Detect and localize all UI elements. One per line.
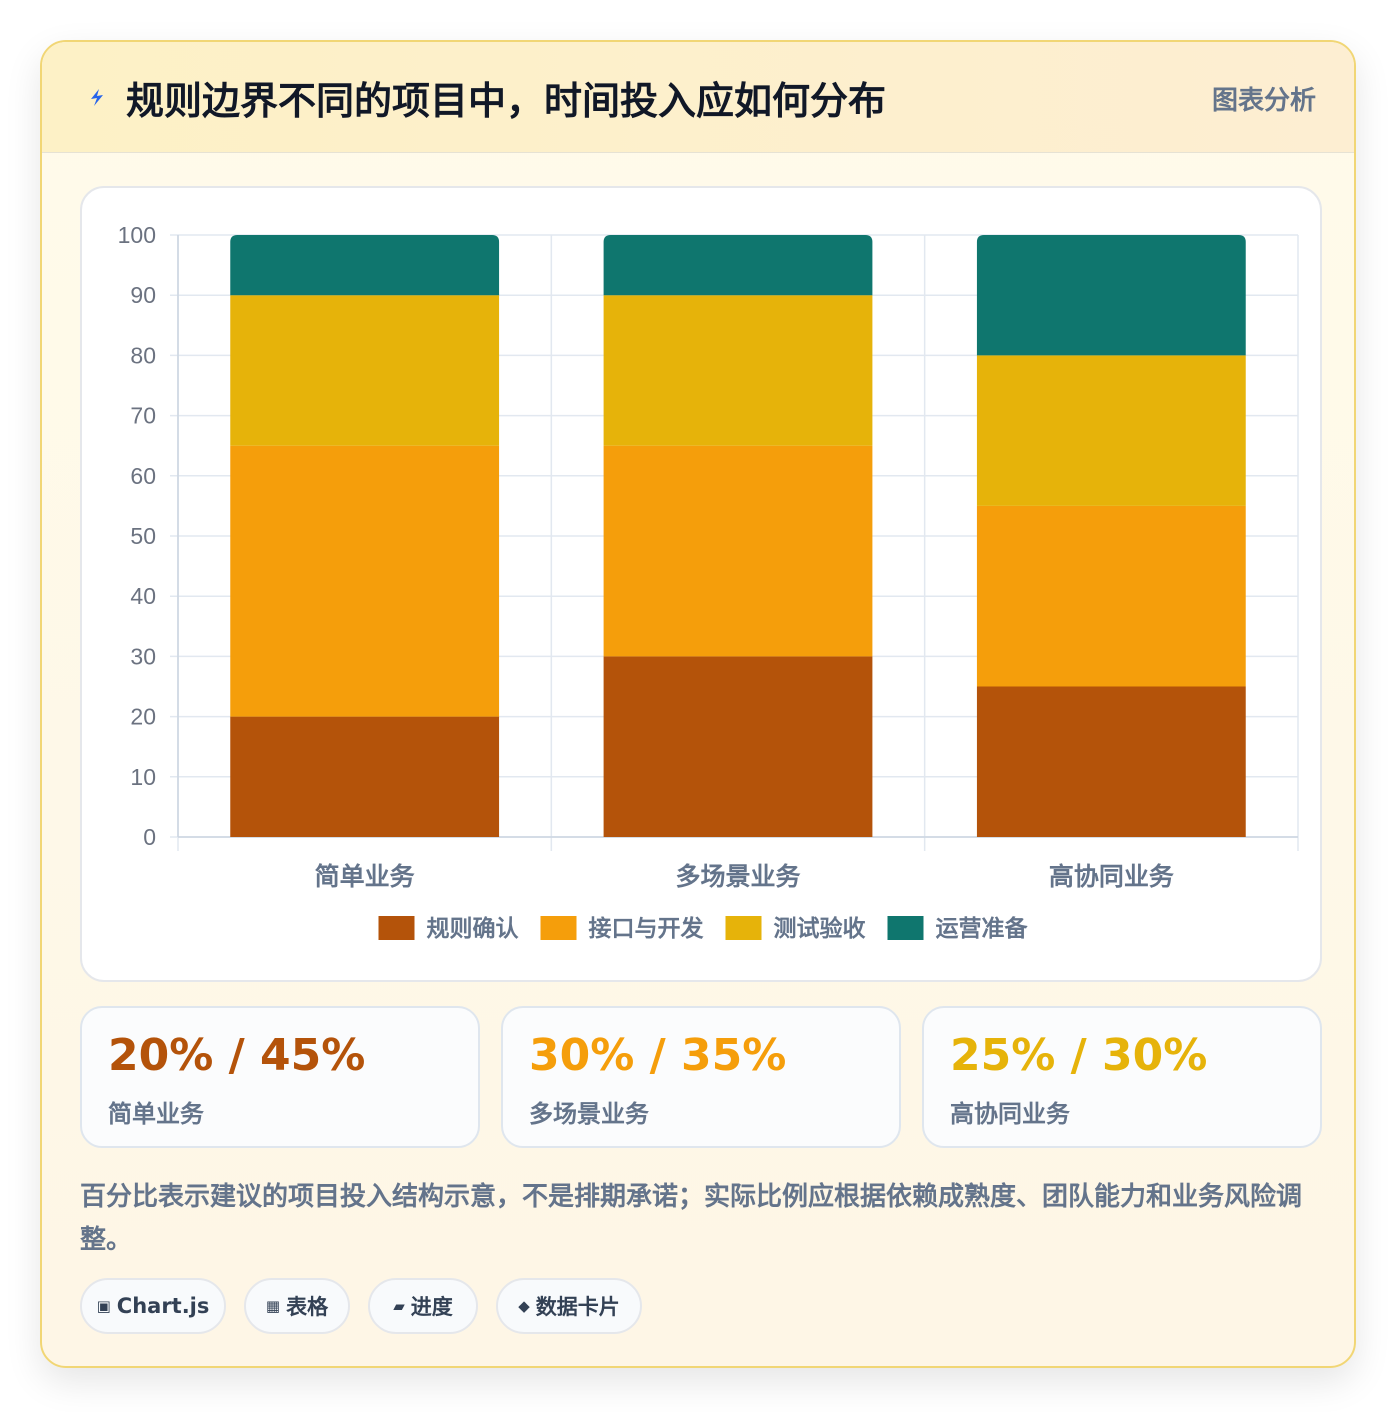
bar-segment: [603, 445, 873, 657]
y-tick-label: 50: [130, 523, 156, 549]
bar-segment: [976, 505, 1246, 687]
chip-chartjs[interactable]: ▣ Chart.js: [80, 1278, 226, 1334]
page-title: 规则边界不同的项目中，时间投入应如何分布: [126, 79, 887, 123]
legend-swatch: [378, 916, 415, 940]
y-tick-label: 100: [118, 222, 156, 248]
bar-segment: [976, 686, 1246, 837]
legend-swatch: [540, 916, 577, 940]
chart-card: 规则边界不同的项目中，时间投入应如何分布 图表分析 0 10 20 30 40 50 60 7…: [40, 40, 1356, 1368]
stat-card-multi-scene: 30% / 35% 多场景业务: [501, 1006, 901, 1148]
stat-label: 简单业务: [108, 1100, 204, 1128]
stat-card-simple: 20% / 45% 简单业务: [80, 1006, 480, 1148]
chip-table[interactable]: ▦ 表格: [244, 1278, 350, 1334]
chart-note: 百分比表示建议的项目投入结构示意，不是排期承诺；实际比例应根据依赖成熟度、团队能…: [80, 1182, 1303, 1255]
legend-label: 测试验收: [774, 915, 866, 942]
bar-segment: [230, 235, 500, 296]
stat-value: 20% / 45%: [108, 1030, 366, 1081]
card-header: 规则边界不同的项目中，时间投入应如何分布 图表分析: [42, 42, 1354, 153]
y-tick-label: 60: [130, 463, 156, 489]
x-tick-label: 简单业务: [315, 862, 415, 891]
diamond-icon: ◆: [518, 1297, 530, 1315]
y-tick-label: 20: [130, 704, 156, 730]
y-tick-label: 30: [130, 643, 156, 669]
chart-analysis-tag: 图表分析: [1211, 86, 1316, 116]
stat-value: 25% / 30%: [950, 1030, 1208, 1081]
stat-label: 高协同业务: [950, 1100, 1070, 1128]
chip-label: Chart.js: [116, 1294, 210, 1318]
chip-progress[interactable]: ▰ 进度: [368, 1278, 478, 1334]
legend-swatch: [887, 916, 924, 940]
chip-label: 表格: [286, 1295, 329, 1319]
legend-label: 运营准备: [936, 915, 1029, 942]
chip-label: 进度: [410, 1295, 453, 1319]
progress-icon: ▰: [393, 1297, 405, 1315]
bar-segment: [230, 295, 500, 446]
chart-icon: ▣: [96, 1297, 111, 1315]
stat-value: 30% / 35%: [529, 1030, 787, 1081]
legend-label: 规则确认: [427, 916, 519, 942]
bar-segment: [603, 295, 873, 446]
stat-card-high-collab: 25% / 30% 高协同业务: [922, 1006, 1322, 1148]
chart-panel: 0 10 20 30 40 50 60 70 80 90 100 简单业务 多场景业务 高协同业务规则确认…: [80, 186, 1322, 982]
y-tick-label: 0: [143, 824, 156, 850]
chip-label: 数据卡片: [535, 1295, 620, 1319]
bar-segment: [976, 235, 1246, 356]
chip-data-card[interactable]: ◆ 数据卡片: [496, 1278, 642, 1334]
y-tick-label: 70: [130, 403, 156, 429]
y-tick-label: 10: [130, 764, 156, 790]
y-tick-label: 80: [130, 342, 156, 368]
x-tick-label: 高协同业务: [1049, 862, 1174, 891]
bar-segment: [603, 656, 873, 837]
table-icon: ▦: [265, 1297, 281, 1315]
bar-segment: [603, 235, 873, 296]
bar-segment: [976, 355, 1246, 506]
x-tick-label: 多场景业务: [675, 862, 800, 891]
legend-label: 接口与开发: [589, 915, 704, 942]
bar-segment: [230, 716, 500, 837]
legend-swatch: [725, 916, 762, 940]
y-tick-label: 90: [130, 282, 156, 308]
lightning-icon: [91, 89, 103, 106]
stat-label: 多场景业务: [529, 1100, 649, 1128]
bar-segment: [230, 445, 500, 717]
y-tick-label: 40: [130, 583, 156, 609]
stacked-bar-chart: 0 10 20 30 40 50 60 70 80 90 100 简单业务 多场景业务 高协同业务规则确认…: [118, 222, 1299, 942]
